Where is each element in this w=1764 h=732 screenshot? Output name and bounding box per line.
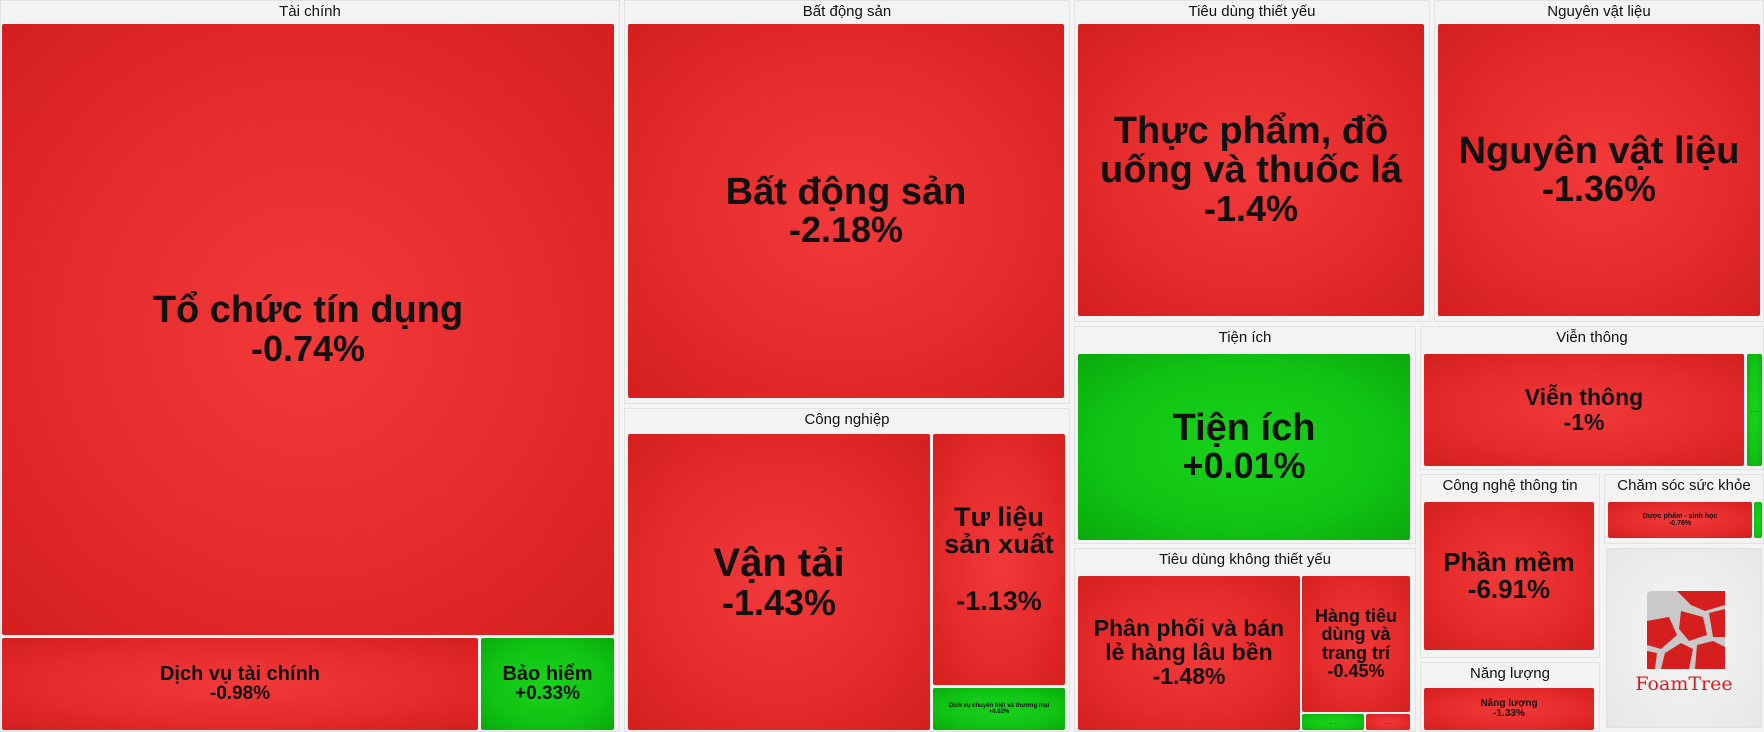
sector-name: Tư liệu sản xuất [944, 501, 1054, 560]
sector-change: -0.76% [1668, 519, 1692, 527]
sector-change: -1.36% [1541, 168, 1657, 210]
sector-tile[interactable]: Dịch vụ tài chính -0.98% [2, 638, 478, 730]
sector-tile[interactable]: Hàng tiêu dùng và trang trí -0.45% [1302, 576, 1410, 712]
sector-tile[interactable]: ... [1366, 714, 1410, 730]
group-title: Chăm sóc sức khỏe [1617, 477, 1751, 494]
sector-tile[interactable]: Dịch vụ chuyên biệt và thương mại +0.02% [933, 688, 1065, 730]
group-title: Công nghệ thông tin [1442, 477, 1578, 494]
more-indicator: ... [1383, 716, 1393, 727]
sector-change: -1.33% [1493, 707, 1525, 719]
sector-tile[interactable]: ... [1302, 714, 1364, 730]
more-indicator: ... [1750, 404, 1759, 415]
sector-name: Thực phẩm, đồ uống và thuốc lá [1100, 110, 1402, 192]
sector-name: Dược phẩm - sinh học [1642, 512, 1718, 520]
logo-text: FoamTree [1635, 673, 1733, 695]
sector-change: -1.13% [956, 585, 1042, 616]
more-indicator: ... [1328, 716, 1338, 727]
sector-tile[interactable]: Nguyên vật liệu -1.36% [1438, 24, 1760, 316]
sector-tile[interactable]: Năng lượng -1.33% [1424, 688, 1594, 730]
sector-tile[interactable]: Tiện ích +0.01% [1078, 354, 1410, 540]
sector-name: Tổ chức tín dụng [152, 289, 464, 332]
sector-change: +0.02% [988, 708, 1010, 715]
sector-change: -1% [1563, 408, 1605, 435]
sector-change: -0.74% [250, 327, 366, 369]
sector-name: Phân phối và bán lẻ hàng lâu bền [1093, 615, 1285, 665]
sector-tile[interactable]: Phần mềm -6.91% [1424, 502, 1594, 650]
group-title: Tiêu dùng không thiết yếu [1158, 551, 1332, 568]
sector-change: -1.48% [1152, 663, 1226, 690]
sector-name: Tiện ích [1172, 406, 1316, 449]
sector-name: Dịch vụ tài chính [159, 662, 321, 685]
sector-tile[interactable]: Thực phẩm, đồ uống và thuốc lá -1.4% [1078, 24, 1424, 316]
group-title: Công nghiệp [804, 411, 890, 428]
sector-change: -2.18% [788, 209, 904, 251]
sector-tile[interactable]: Viễn thông -1% [1424, 354, 1744, 466]
sector-name: Phần mềm [1443, 547, 1575, 578]
sector-tile[interactable]: Tư liệu sản xuất -1.13% [933, 434, 1065, 685]
sector-tile[interactable]: ... [1747, 354, 1762, 466]
sector-tile[interactable]: Phân phối và bán lẻ hàng lâu bền -1.48% [1078, 576, 1300, 730]
group-title: Tiện ích [1218, 329, 1272, 346]
sector-change: -1.4% [1203, 187, 1299, 229]
sector-tile[interactable]: Dược phẩm - sinh học -0.76% [1608, 502, 1752, 538]
sector-name: Hàng tiêu dùng và trang trí [1314, 606, 1397, 663]
foamtree-logo-icon [1647, 591, 1725, 669]
sector-change: +0.01% [1182, 445, 1306, 487]
sector-change: +0.33% [515, 683, 580, 705]
sector-change: -6.91% [1467, 573, 1551, 604]
group-title: Viễn thông [1556, 329, 1628, 346]
sector-name: Viễn thông [1524, 384, 1644, 411]
group-title: Năng lượng [1470, 665, 1550, 682]
sector-change: -0.98% [209, 683, 271, 705]
sector-tile[interactable]: Vận tải -1.43% [628, 434, 930, 730]
group-title: Tài chính [279, 3, 341, 20]
sector-change: -1.43% [721, 581, 837, 623]
group-title: Tiêu dùng thiết yếu [1188, 3, 1316, 20]
sector-name: Nguyên vật liệu [1458, 129, 1740, 172]
sector-tile[interactable]: Bảo hiểm +0.33% [481, 638, 614, 730]
group-title: Bất động sản [802, 3, 892, 20]
group-title: Nguyên vật liệu [1547, 3, 1651, 20]
sector-tile[interactable]: Bất động sản -2.18% [628, 24, 1064, 398]
sector-tile[interactable]: Tổ chức tín dụng -0.74% [2, 24, 614, 635]
sector-change: -0.45% [1327, 661, 1385, 682]
foamtree-logo[interactable]: FoamTree [1606, 548, 1762, 728]
sector-name: Bất động sản [725, 170, 967, 213]
sector-name: Năng lượng [1480, 697, 1538, 709]
sector-tile[interactable] [1754, 502, 1762, 538]
sector-name: Vận tải [713, 540, 845, 585]
sector-name: Bảo hiểm [502, 662, 593, 685]
sector-name: Dịch vụ chuyên biệt và thương mại [948, 702, 1050, 709]
